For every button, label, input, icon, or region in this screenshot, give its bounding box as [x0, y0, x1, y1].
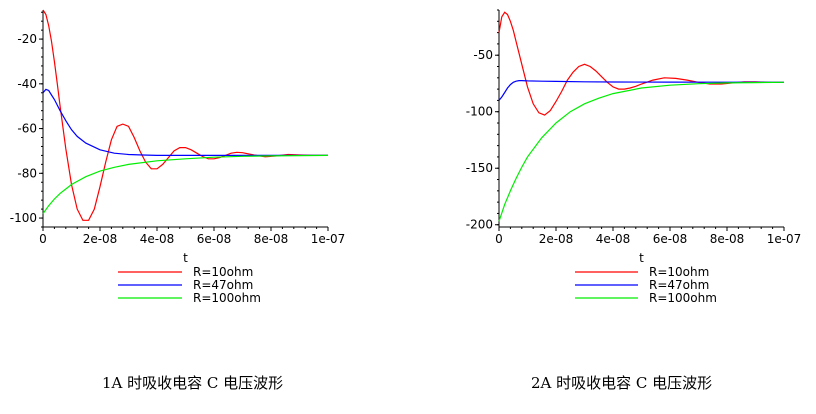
x-tick-label: 8e-08	[710, 232, 745, 246]
x-tick-label: 4e-08	[140, 232, 175, 246]
legend-label: R=47ohm	[193, 278, 253, 292]
y-tick-label: -60	[17, 122, 37, 136]
x-tick-label: 1e-07	[311, 232, 346, 246]
x-tick-label: 2e-08	[539, 232, 574, 246]
x-tick-label: 1e-07	[767, 232, 802, 246]
series-line-r-47ohm	[42, 88, 328, 156]
legend-label: R=10ohm	[649, 265, 709, 279]
y-tick-label: -100	[10, 211, 37, 225]
series-line-r-10ohm	[42, 9, 328, 221]
series-line-r-100ohm	[498, 81, 785, 222]
x-tick-label: 4e-08	[596, 232, 631, 246]
chart-panel-2a: 0 2e-08 4e-08 6e-08 8e-08 1e-07 -50 -100 -150 -20…	[408, 0, 816, 409]
x-tick-label: 6e-08	[653, 232, 688, 246]
y-tick-label: -20	[17, 32, 37, 46]
y-tick-label: -150	[466, 161, 493, 175]
y-tick-label: -100	[466, 105, 493, 119]
caption-2a: 2A 时吸收电容 C 电压波形	[531, 374, 713, 392]
legend-label: R=10ohm	[193, 265, 253, 279]
x-axis-label: t	[183, 251, 188, 265]
y-tick-label: -80	[17, 166, 37, 180]
x-axis-label: t	[639, 251, 644, 265]
y-tick-label: -200	[466, 218, 493, 232]
legend-label: R=100ohm	[193, 291, 261, 305]
series-line-r-47ohm	[498, 79, 785, 101]
x-tick-label: 0	[495, 232, 503, 246]
chart-2a: 0 2e-08 4e-08 6e-08 8e-08 1e-07 -50 -100 -150 -20…	[466, 9, 802, 305]
y-tick-label: -40	[17, 77, 37, 91]
chart-1a: 0 2e-08 4e-08 6e-08 8e-08 1e-07 -20 -40 -60 -80 -1…	[10, 9, 346, 305]
legend-label: R=100ohm	[649, 291, 717, 305]
x-tick-label: 8e-08	[254, 232, 289, 246]
chart-panel-1a: 0 2e-08 4e-08 6e-08 8e-08 1e-07 -20 -40 -60 -80 -1…	[0, 0, 408, 409]
x-tick-label: 2e-08	[83, 232, 118, 246]
series-line-r-100ohm	[42, 154, 329, 214]
caption-1a: 1A 时吸收电容 C 电压波形	[102, 374, 284, 392]
series-line-r-10ohm	[498, 11, 784, 116]
legend-label: R=47ohm	[649, 278, 709, 292]
y-tick-label: -50	[473, 48, 493, 62]
x-tick-label: 0	[39, 232, 47, 246]
x-tick-label: 6e-08	[197, 232, 232, 246]
